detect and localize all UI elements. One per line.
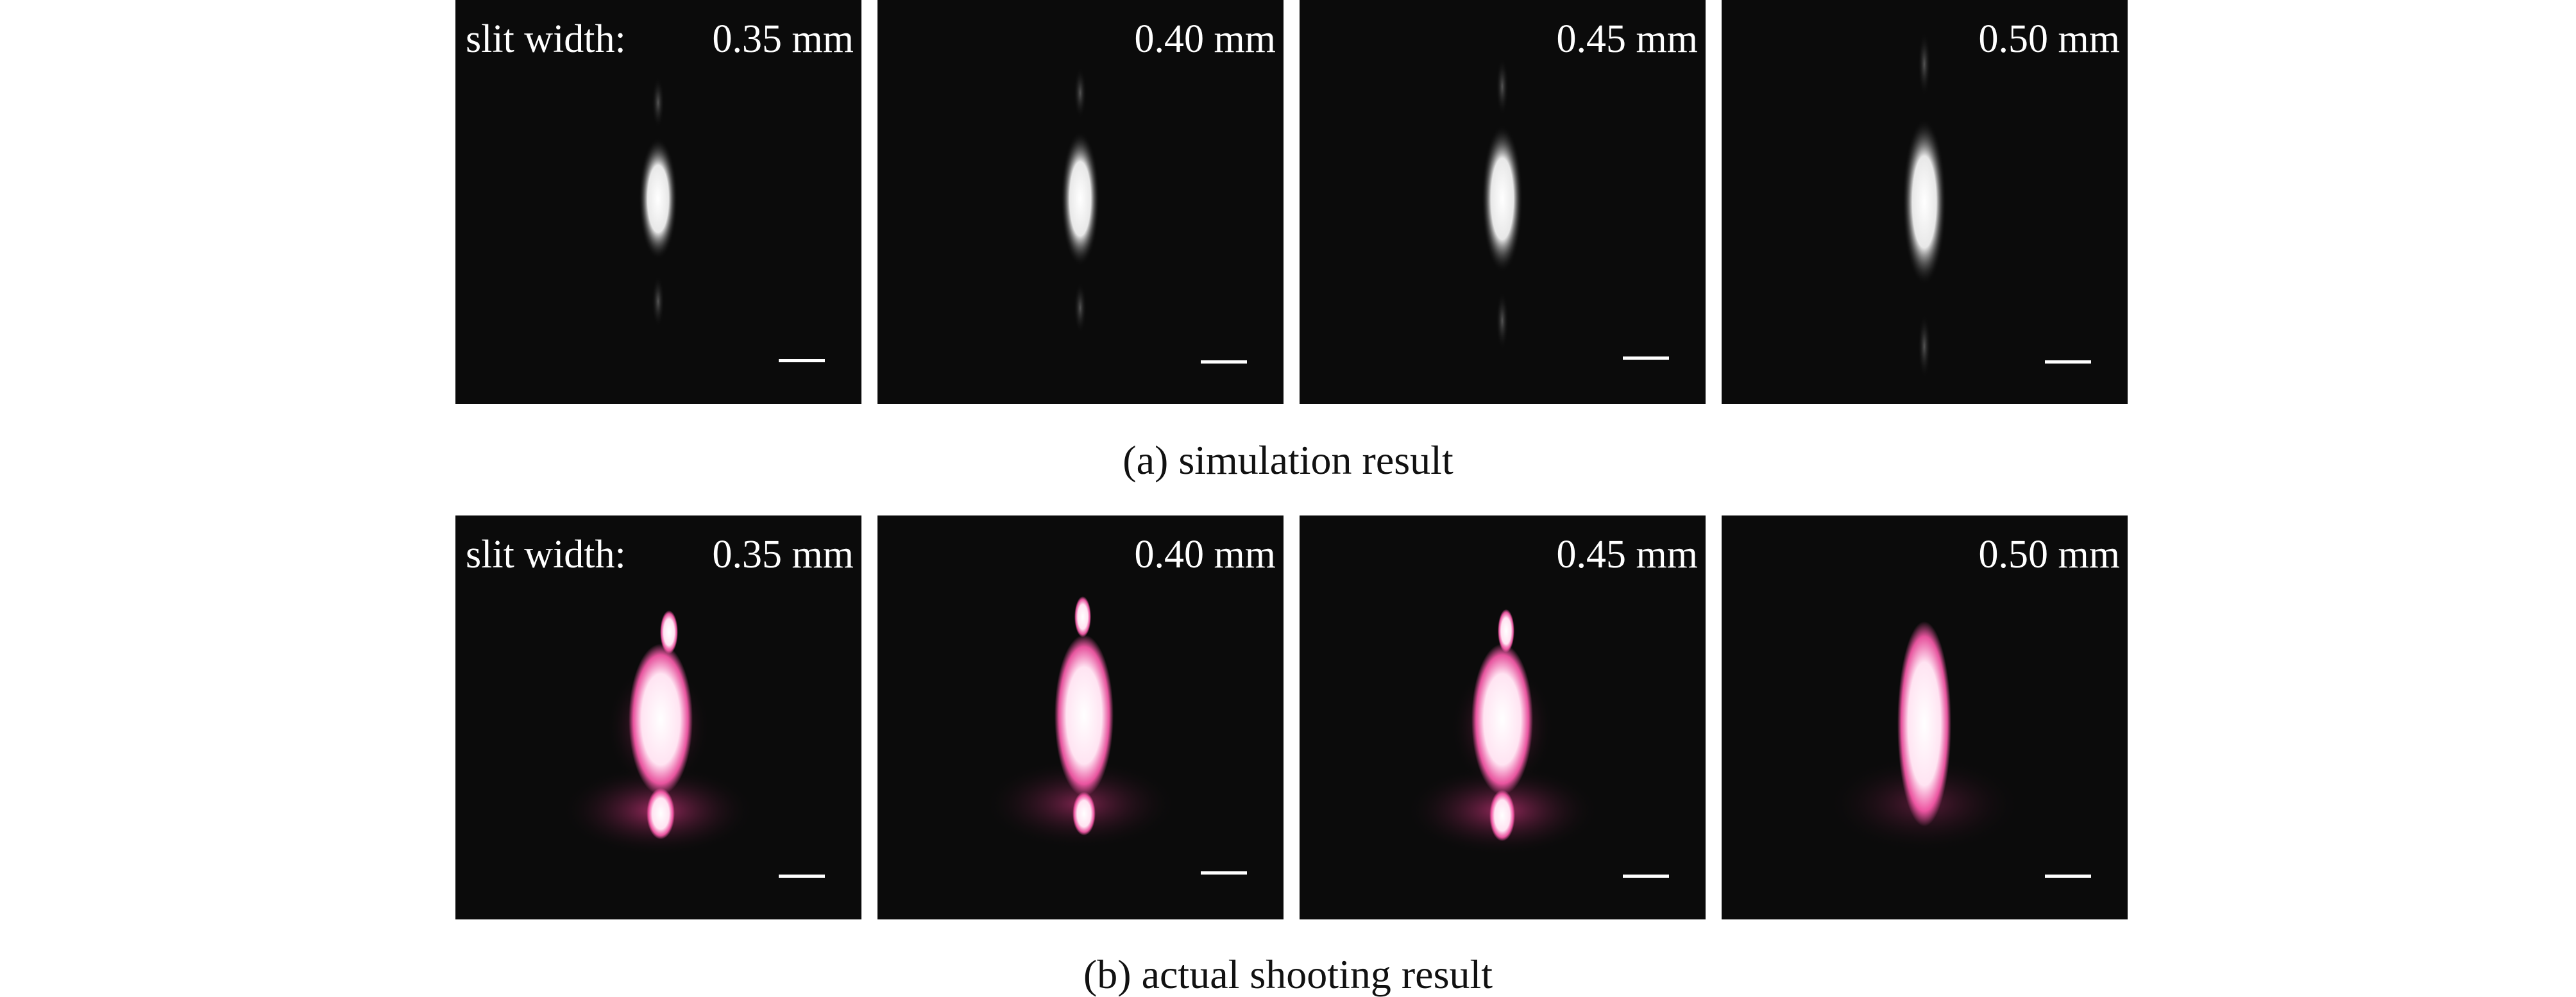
slit-width-value: 0.50 mm (1978, 17, 2120, 61)
slit-width-label: slit width: (466, 533, 626, 576)
slit-width-value: 0.35 mm (712, 533, 854, 576)
sim-panel-0.45: 0.45 mm (1300, 0, 1706, 404)
actual-spot-0.35 (562, 610, 754, 855)
slit-width-value: 0.40 mm (1134, 533, 1276, 576)
scale-bar (1201, 871, 1247, 875)
slit-width-value: 0.35 mm (712, 17, 854, 61)
actual-panel-0.40: 0.40 mm (877, 515, 1284, 919)
sim-panel-0.50: 0.50 mm (1722, 0, 2128, 404)
actual-spot-0.45 (1406, 609, 1598, 855)
scale-bar (1201, 360, 1247, 364)
sim-panel-0.35: slit width: 0.35 mm (455, 0, 861, 404)
scale-bar (1623, 875, 1669, 878)
sim-spot-0.45 (1482, 58, 1523, 349)
sim-spot-0.40 (1061, 67, 1099, 333)
scale-bar (2045, 875, 2091, 878)
actual-panel-0.50: 0.50 mm (1722, 515, 2128, 919)
actual-panel-0.35: slit width: 0.35 mm (455, 515, 861, 919)
slit-width-value: 0.45 mm (1556, 533, 1698, 576)
actual-spot-0.40 (984, 596, 1176, 849)
slit-width-value: 0.40 mm (1134, 17, 1276, 61)
slit-width-label: slit width: (466, 17, 626, 61)
actual-spot-0.50 (1828, 621, 2021, 852)
caption-actual: (b) actual shooting result (1083, 951, 1493, 997)
caption-simulation: (a) simulation result (1123, 437, 1453, 483)
slit-width-value: 0.45 mm (1556, 17, 1698, 61)
sim-panel-0.40: 0.40 mm (877, 0, 1284, 404)
scale-bar (779, 359, 825, 362)
sim-spot-0.50 (1902, 32, 1946, 378)
scale-bar (779, 875, 825, 878)
scale-bar (1623, 356, 1669, 360)
actual-panel-0.45: 0.45 mm (1300, 515, 1706, 919)
sim-spot-0.35 (639, 77, 677, 327)
slit-width-value: 0.50 mm (1978, 533, 2120, 576)
scale-bar (2045, 360, 2091, 364)
